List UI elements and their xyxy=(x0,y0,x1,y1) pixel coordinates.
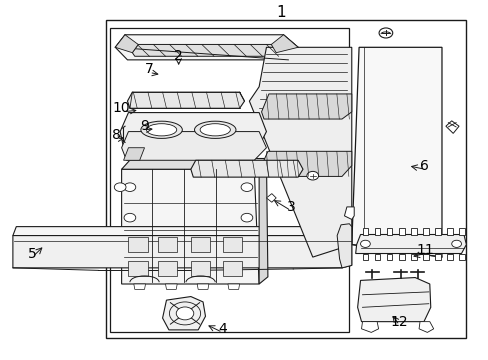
Text: 6: 6 xyxy=(420,159,428,173)
Bar xyxy=(374,254,380,260)
Text: 11: 11 xyxy=(415,243,433,257)
Text: 5: 5 xyxy=(28,247,37,261)
Polygon shape xyxy=(227,284,239,289)
Circle shape xyxy=(124,183,136,192)
Polygon shape xyxy=(127,92,244,108)
Ellipse shape xyxy=(194,121,236,138)
Polygon shape xyxy=(445,121,458,134)
Bar xyxy=(128,237,148,252)
Text: 7: 7 xyxy=(145,62,154,76)
Polygon shape xyxy=(336,224,351,268)
Bar xyxy=(398,254,404,260)
Polygon shape xyxy=(271,35,298,53)
Bar xyxy=(434,228,440,234)
Bar xyxy=(158,261,177,276)
Text: 1: 1 xyxy=(276,5,285,20)
Text: 12: 12 xyxy=(390,315,407,329)
Polygon shape xyxy=(165,284,177,289)
Polygon shape xyxy=(134,284,145,289)
Polygon shape xyxy=(122,169,259,284)
Bar xyxy=(446,228,452,234)
Bar xyxy=(422,254,428,260)
Polygon shape xyxy=(266,194,276,202)
Circle shape xyxy=(306,171,318,180)
Text: 3: 3 xyxy=(286,200,295,214)
Polygon shape xyxy=(344,207,353,220)
Bar xyxy=(458,228,464,234)
Polygon shape xyxy=(357,278,430,321)
Ellipse shape xyxy=(200,124,230,136)
Circle shape xyxy=(451,240,461,247)
Polygon shape xyxy=(259,158,267,284)
Circle shape xyxy=(360,240,369,247)
Polygon shape xyxy=(13,226,351,235)
Polygon shape xyxy=(13,235,351,268)
Bar xyxy=(222,237,242,252)
Ellipse shape xyxy=(141,121,182,138)
Ellipse shape xyxy=(146,124,176,136)
Polygon shape xyxy=(115,35,138,53)
Bar xyxy=(410,254,416,260)
Text: 4: 4 xyxy=(218,322,226,336)
Polygon shape xyxy=(132,44,282,56)
Bar xyxy=(158,237,177,252)
Bar xyxy=(458,254,464,260)
Bar xyxy=(222,261,242,276)
Circle shape xyxy=(176,307,193,320)
Polygon shape xyxy=(190,160,303,177)
Bar xyxy=(410,228,416,234)
Polygon shape xyxy=(355,234,466,253)
Circle shape xyxy=(378,28,392,38)
Polygon shape xyxy=(122,132,266,160)
Polygon shape xyxy=(261,151,351,176)
Bar xyxy=(105,21,466,338)
Polygon shape xyxy=(351,47,441,257)
Bar xyxy=(362,254,367,260)
Circle shape xyxy=(241,213,252,222)
Bar xyxy=(374,228,380,234)
Bar xyxy=(128,261,148,276)
Polygon shape xyxy=(115,35,298,60)
Text: 2: 2 xyxy=(174,49,183,63)
Polygon shape xyxy=(361,321,378,332)
Text: 9: 9 xyxy=(140,119,149,133)
Polygon shape xyxy=(418,321,433,332)
Bar xyxy=(190,261,210,276)
Polygon shape xyxy=(261,94,351,119)
Circle shape xyxy=(241,183,252,192)
Bar xyxy=(422,228,428,234)
Polygon shape xyxy=(122,158,266,169)
Polygon shape xyxy=(197,284,208,289)
Bar xyxy=(386,228,392,234)
Bar xyxy=(446,254,452,260)
Polygon shape xyxy=(162,297,205,330)
Bar xyxy=(434,254,440,260)
Bar xyxy=(190,237,210,252)
Circle shape xyxy=(114,183,126,192)
Polygon shape xyxy=(249,47,351,257)
Circle shape xyxy=(124,213,136,222)
Polygon shape xyxy=(120,113,266,148)
Polygon shape xyxy=(123,148,144,160)
Bar xyxy=(362,228,367,234)
Text: 8: 8 xyxy=(112,128,121,142)
Bar xyxy=(110,28,348,332)
Text: 10: 10 xyxy=(113,101,130,115)
Bar xyxy=(386,254,392,260)
Bar xyxy=(398,228,404,234)
